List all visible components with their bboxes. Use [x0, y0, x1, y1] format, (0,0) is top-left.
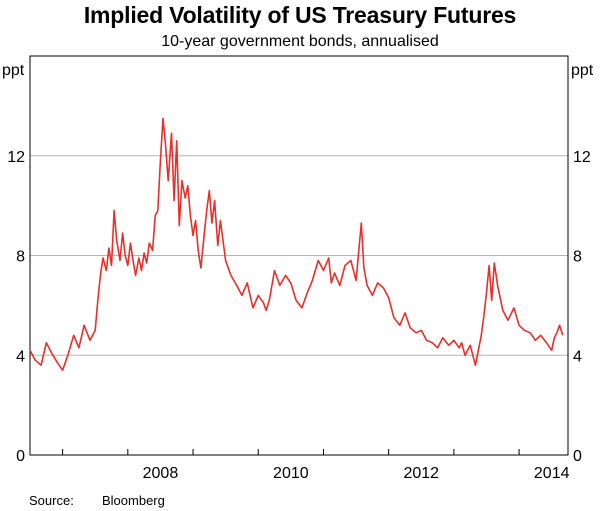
series-line — [29, 117, 564, 371]
y-unit-left: ppt — [2, 62, 25, 79]
chart-subtitle: 10-year government bonds, annualised — [161, 33, 439, 50]
x-tick-2010: 2010 — [273, 465, 309, 482]
y-tick-left-4: 4 — [16, 348, 25, 365]
y-tick-left-12: 12 — [7, 149, 25, 166]
chart-title: Implied Volatility of US Treasury Future… — [83, 2, 517, 28]
y-axis-right: 0 4 8 12 — [573, 149, 591, 465]
x-axis: 2008 2010 2012 2014 — [62, 449, 570, 482]
source-label: Source: — [29, 493, 74, 508]
source-note: Source: Bloomberg — [29, 493, 165, 508]
plot-frame — [29, 55, 569, 456]
x-tick-2008: 2008 — [143, 465, 179, 482]
y-tick-left-8: 8 — [16, 249, 25, 266]
y-axis-left: 0 4 8 12 — [7, 149, 25, 465]
source-value: Bloomberg — [102, 493, 165, 508]
x-tick-2014: 2014 — [534, 465, 570, 482]
x-tick-2012: 2012 — [403, 465, 439, 482]
y-unit-right: ppt — [571, 62, 594, 79]
y-tick-right-0: 0 — [573, 448, 582, 465]
y-tick-right-8: 8 — [573, 249, 582, 266]
y-tick-right-4: 4 — [573, 348, 582, 365]
y-tick-left-0: 0 — [16, 448, 25, 465]
y-tick-right-12: 12 — [573, 149, 591, 166]
